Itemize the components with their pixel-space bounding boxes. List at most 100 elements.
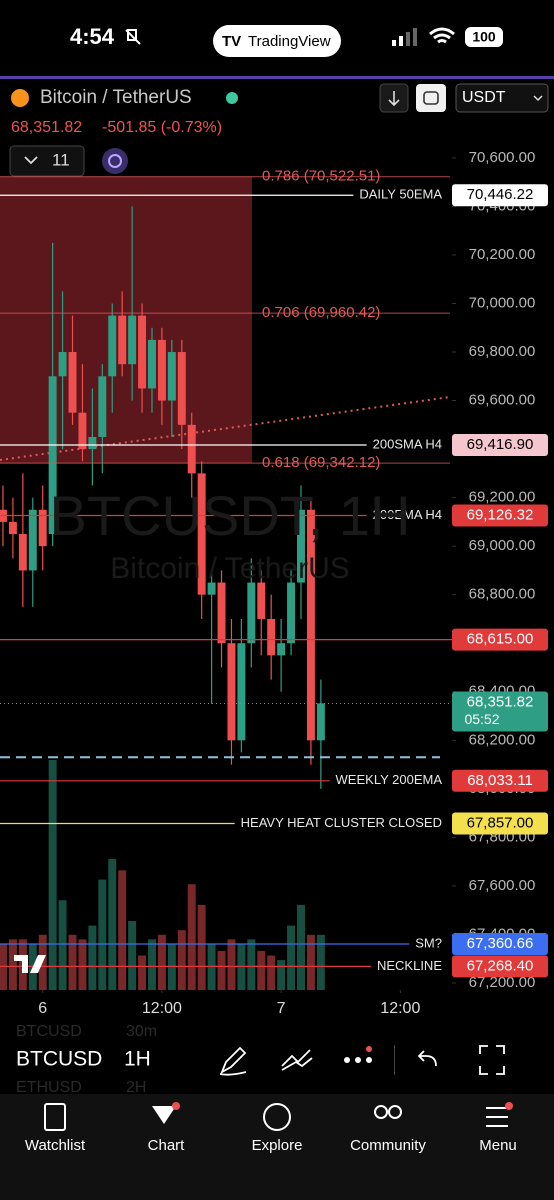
level-tag: [452, 769, 548, 792]
x-tick-label: 7: [277, 1000, 286, 1017]
candle-body: [8, 521, 17, 535]
volume-bar: [78, 939, 87, 990]
volume-bar: [316, 934, 325, 990]
fullscreen-button[interactable]: [479, 1045, 505, 1075]
candle-body: [217, 582, 226, 644]
community-icon: [374, 1105, 388, 1119]
app-badge[interactable]: [213, 25, 341, 57]
candle-body: [277, 643, 286, 656]
badge: [505, 1102, 513, 1110]
volume-bar: [167, 944, 176, 990]
tab-label[interactable]: Community: [350, 1137, 426, 1154]
volume-bar: [98, 879, 107, 990]
volume-bar: [138, 955, 147, 990]
currency-select[interactable]: [455, 83, 549, 113]
indicator-toggle[interactable]: [9, 145, 85, 177]
recent-interval: 30m: [126, 1023, 157, 1040]
more-tools[interactable]: [344, 1046, 372, 1063]
badge: [172, 1102, 180, 1110]
volume-bar: [237, 944, 246, 990]
silent-icon: [125, 29, 141, 45]
candle-body: [68, 352, 77, 413]
toolbar-symbol[interactable]: BTCUSD: [16, 1048, 102, 1071]
candle-body: [287, 582, 296, 644]
chart-icon: [152, 1106, 176, 1124]
y-tick-label: 69,200.00: [469, 489, 536, 506]
volume-bar: [287, 925, 296, 990]
volume-bar: [247, 939, 256, 990]
level-name: 200SMA H4: [373, 436, 442, 451]
volume-bar: [128, 921, 137, 990]
level-tag: [452, 504, 548, 527]
separator: [394, 1045, 395, 1075]
level-tag: [452, 433, 548, 456]
level-name: HEAVY HEAT CLUSTER CLOSED: [241, 815, 442, 830]
chevron-icon: [24, 156, 38, 165]
volume-bar: [88, 925, 97, 990]
level-tag: [452, 932, 548, 955]
wifi-icon: [429, 27, 455, 44]
candle-body: [98, 376, 107, 437]
candle-body: [18, 534, 27, 571]
candle-body: [28, 509, 37, 571]
candle-body: [297, 509, 305, 583]
candle-body: [157, 339, 166, 401]
trend-tool[interactable]: [281, 1049, 313, 1071]
candle-body: [177, 352, 186, 425]
y-tick-label: 70,000.00: [469, 294, 536, 311]
last-price: 68,351.82: [11, 119, 82, 136]
candle-body: [48, 376, 57, 535]
app-name: TradingView: [248, 33, 331, 50]
volume-bar: [58, 900, 67, 990]
recent-interval: 2H: [126, 1079, 146, 1096]
tab-label[interactable]: Watchlist: [25, 1137, 86, 1154]
level-tag: [452, 628, 548, 651]
sync-button[interactable]: [102, 148, 128, 174]
level-tag: [452, 184, 548, 207]
tab-label[interactable]: Explore: [252, 1137, 303, 1154]
replay-button[interactable]: [416, 84, 446, 112]
candle-body: [38, 509, 47, 547]
toolbar-interval[interactable]: 1H: [124, 1048, 151, 1071]
y-tick-label: 69,600.00: [469, 392, 536, 409]
symbol-name[interactable]: Bitcoin / TetherUS: [40, 87, 192, 108]
undo-button[interactable]: [417, 1050, 437, 1067]
market-status: [226, 92, 238, 104]
tab-label[interactable]: Menu: [479, 1137, 517, 1154]
candle-body: [257, 582, 266, 619]
price-change: -501.85 (-0.73%): [102, 119, 222, 136]
fib-label: 0.706 (69,960.42): [262, 304, 380, 321]
fib-label: 0.786 (70,522.51): [262, 168, 380, 185]
volume-bar: [257, 950, 266, 990]
volume-bar: [0, 944, 7, 990]
candle-body: [227, 643, 236, 741]
candle-body: [148, 339, 156, 389]
currency: USDT: [462, 89, 506, 106]
candle-body: [108, 315, 117, 377]
community-icon: [388, 1105, 402, 1119]
candle-body: [78, 412, 87, 450]
trend-line: [0, 396, 451, 461]
volume-bar: [157, 934, 166, 990]
candle-body: [197, 473, 206, 595]
volume-bar: [48, 760, 57, 990]
chart: 0.786 (70,522.51) 0.706 (69,960.42) 0.618 …: [0, 149, 548, 1017]
current-price-label: 68,351.82: [467, 693, 534, 710]
level-tag-label: 67,268.40: [467, 957, 534, 974]
tab-label[interactable]: Chart: [148, 1137, 186, 1154]
countdown: 05:52: [464, 711, 499, 727]
level-tag-label: 70,446.22: [467, 186, 534, 203]
x-tick-label: 12:00: [380, 1000, 420, 1017]
y-tick-label: 67,600.00: [469, 877, 536, 894]
level-tag-label: 69,126.32: [467, 506, 534, 523]
signal-icon: [392, 28, 417, 46]
battery-level: 100: [472, 29, 496, 45]
level-tag-label: 67,857.00: [467, 814, 534, 831]
candle-body: [128, 315, 137, 365]
draw-tool[interactable]: [219, 1046, 247, 1076]
volume-bar: [197, 904, 206, 990]
indicator-count: 11: [52, 150, 70, 169]
y-tick-label: 69,000.00: [469, 537, 536, 554]
y-tick-label: 70,600.00: [469, 149, 536, 166]
candle-body: [267, 618, 276, 656]
